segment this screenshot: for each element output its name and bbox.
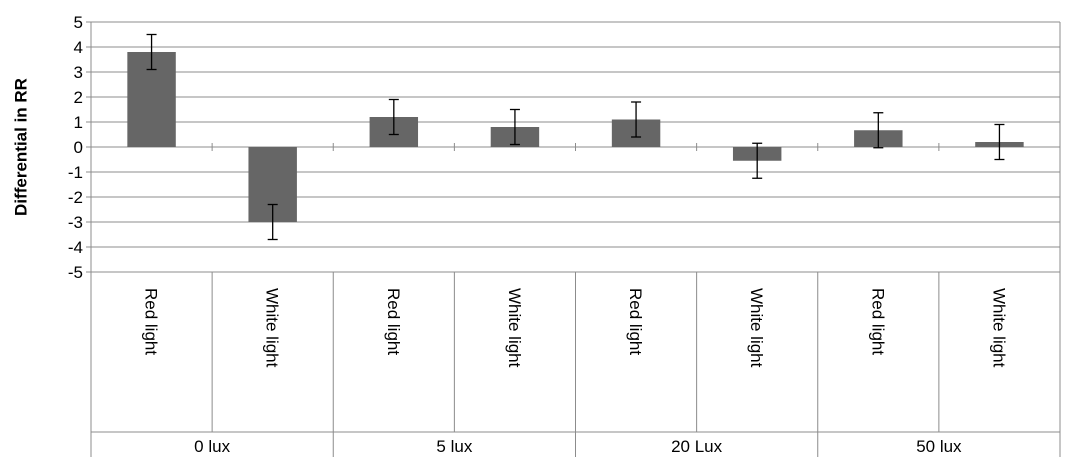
axes [86, 21, 1061, 457]
y-tick-labels: 5 4 3 2 1 0 -1 -2 -3 -4 -5 [68, 13, 83, 282]
y-tick-label: 1 [74, 113, 83, 132]
category-label: Red light [868, 288, 887, 355]
y-tick-label: 2 [74, 88, 83, 107]
category-label: Red light [142, 288, 161, 355]
y-tick-label: -2 [68, 188, 83, 207]
group-label: 20 Lux [671, 437, 723, 456]
y-tick-label: -1 [68, 163, 83, 182]
y-tick-label: -5 [68, 263, 83, 282]
group-label: 0 lux [194, 437, 230, 456]
y-tick-label: 0 [74, 138, 83, 157]
group-labels: 0 lux 5 lux 20 Lux 50 lux [194, 437, 962, 456]
category-label: White light [747, 288, 766, 368]
y-tick-label: 4 [74, 38, 83, 57]
category-label: Red light [384, 288, 403, 355]
y-tick-label: 5 [74, 13, 83, 32]
category-label: White light [505, 288, 524, 368]
category-labels: Red light White light Red light White light… [142, 288, 1009, 368]
group-label: 50 lux [916, 437, 962, 456]
category-label: Red light [626, 288, 645, 355]
error-bars [146, 33, 1005, 241]
group-label: 5 lux [436, 437, 472, 456]
y-axis-label: Differential in RR [11, 78, 30, 216]
category-label: White light [263, 288, 282, 368]
y-tick-label: -3 [68, 213, 83, 232]
y-tick-label: -4 [68, 238, 83, 257]
y-tick-label: 3 [74, 63, 83, 82]
category-label: White light [989, 288, 1008, 368]
